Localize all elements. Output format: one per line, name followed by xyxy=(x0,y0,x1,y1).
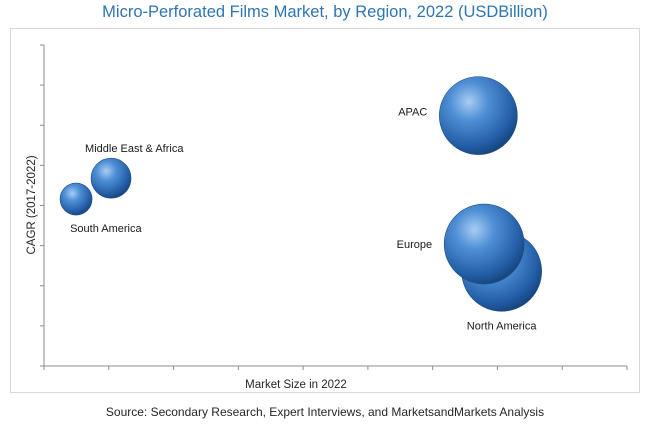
bubble-south-america xyxy=(59,182,93,216)
source-note: Source: Secondary Research, Expert Inter… xyxy=(105,405,545,419)
y-axis-label: CAGR (2017-2022) xyxy=(26,155,38,254)
label-europe: Europe xyxy=(397,239,432,251)
label-middle-east-africa: Middle East & Africa xyxy=(85,143,184,155)
label-north-america: North America xyxy=(467,320,538,332)
label-south-america: South America xyxy=(70,223,142,235)
label-apac: APAC xyxy=(398,107,427,119)
bubble-europe xyxy=(443,203,525,285)
bubble-apac xyxy=(439,76,518,155)
bubble-middle-east-africa xyxy=(90,157,132,199)
chart-frame xyxy=(10,28,640,393)
x-axis-label: Market Size in 2022 xyxy=(245,379,347,391)
chart-title: Micro-Perforated Films Market, by Region… xyxy=(102,3,548,21)
